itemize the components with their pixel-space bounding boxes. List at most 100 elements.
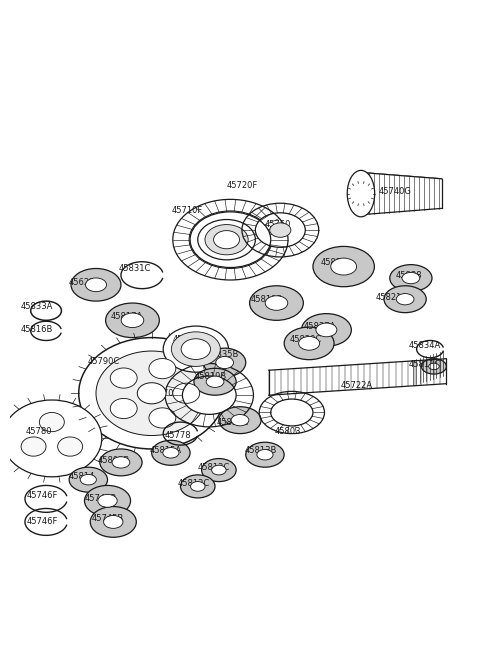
Ellipse shape bbox=[190, 212, 271, 268]
Text: 45811C: 45811C bbox=[408, 360, 441, 369]
Ellipse shape bbox=[84, 485, 131, 516]
Ellipse shape bbox=[96, 351, 207, 436]
Text: 45812C: 45812C bbox=[198, 462, 230, 472]
Text: 45833A: 45833A bbox=[20, 302, 53, 312]
Ellipse shape bbox=[100, 449, 142, 476]
Ellipse shape bbox=[257, 449, 273, 460]
Text: 45815A: 45815A bbox=[150, 446, 182, 455]
Ellipse shape bbox=[137, 382, 166, 404]
Ellipse shape bbox=[69, 467, 108, 492]
Text: 45835B: 45835B bbox=[206, 350, 239, 359]
Ellipse shape bbox=[181, 338, 211, 359]
Ellipse shape bbox=[270, 223, 291, 237]
Ellipse shape bbox=[171, 332, 220, 367]
Text: 45622E: 45622E bbox=[69, 278, 100, 287]
Text: 45821A: 45821A bbox=[376, 293, 408, 302]
Ellipse shape bbox=[301, 314, 351, 346]
Ellipse shape bbox=[104, 516, 123, 528]
Ellipse shape bbox=[79, 338, 225, 449]
Text: 45740G: 45740G bbox=[379, 187, 412, 196]
Text: 45746F: 45746F bbox=[26, 518, 58, 526]
Text: 45720F: 45720F bbox=[226, 182, 258, 190]
Ellipse shape bbox=[390, 264, 432, 291]
Ellipse shape bbox=[90, 506, 136, 537]
Text: 45710F: 45710F bbox=[171, 207, 203, 215]
Text: 45817A: 45817A bbox=[110, 312, 143, 321]
Ellipse shape bbox=[206, 376, 224, 388]
Ellipse shape bbox=[163, 447, 179, 458]
Text: 45780: 45780 bbox=[25, 427, 52, 436]
Ellipse shape bbox=[205, 224, 248, 255]
Text: 45812C: 45812C bbox=[178, 479, 210, 488]
Text: 45770: 45770 bbox=[148, 389, 175, 398]
Ellipse shape bbox=[299, 337, 320, 350]
Text: 45778: 45778 bbox=[164, 431, 191, 440]
Text: 45819B: 45819B bbox=[195, 371, 228, 380]
Ellipse shape bbox=[396, 293, 414, 305]
Text: 45836: 45836 bbox=[321, 258, 348, 267]
Ellipse shape bbox=[202, 459, 236, 482]
Ellipse shape bbox=[212, 465, 226, 475]
Text: 45803: 45803 bbox=[275, 427, 301, 436]
Text: 45814: 45814 bbox=[69, 472, 95, 482]
Ellipse shape bbox=[421, 359, 446, 374]
Ellipse shape bbox=[106, 303, 159, 338]
Text: 45722A: 45722A bbox=[341, 381, 373, 390]
Ellipse shape bbox=[80, 474, 96, 485]
Ellipse shape bbox=[110, 368, 137, 388]
Text: 45831C: 45831C bbox=[118, 264, 151, 273]
Ellipse shape bbox=[214, 231, 240, 249]
Ellipse shape bbox=[402, 272, 420, 284]
Text: 45838: 45838 bbox=[396, 271, 422, 279]
Ellipse shape bbox=[216, 356, 233, 369]
Ellipse shape bbox=[2, 400, 102, 477]
Ellipse shape bbox=[316, 323, 337, 337]
Ellipse shape bbox=[347, 171, 375, 217]
Text: 45745B: 45745B bbox=[84, 495, 117, 503]
Text: 45746F: 45746F bbox=[26, 491, 58, 501]
Ellipse shape bbox=[331, 258, 357, 275]
Ellipse shape bbox=[85, 278, 107, 292]
Ellipse shape bbox=[21, 437, 46, 456]
Ellipse shape bbox=[152, 440, 190, 465]
Text: 45813B: 45813B bbox=[245, 446, 277, 455]
Ellipse shape bbox=[163, 326, 228, 372]
Ellipse shape bbox=[121, 313, 144, 327]
Text: 45834A: 45834A bbox=[408, 340, 441, 350]
Ellipse shape bbox=[204, 348, 246, 377]
Polygon shape bbox=[269, 359, 446, 395]
Text: 45820C: 45820C bbox=[289, 335, 322, 344]
Ellipse shape bbox=[98, 495, 117, 507]
Ellipse shape bbox=[198, 220, 255, 260]
Text: 45750: 45750 bbox=[264, 220, 290, 229]
Ellipse shape bbox=[313, 247, 374, 287]
Ellipse shape bbox=[271, 399, 313, 426]
Text: 45819B: 45819B bbox=[251, 295, 283, 304]
Ellipse shape bbox=[180, 475, 215, 498]
Text: 45818F: 45818F bbox=[172, 335, 204, 344]
Ellipse shape bbox=[219, 407, 261, 434]
Ellipse shape bbox=[149, 359, 176, 379]
Ellipse shape bbox=[255, 213, 305, 247]
Ellipse shape bbox=[182, 376, 236, 415]
Text: 45745B: 45745B bbox=[91, 514, 124, 523]
Ellipse shape bbox=[284, 327, 334, 359]
Ellipse shape bbox=[149, 408, 176, 428]
Ellipse shape bbox=[173, 383, 200, 403]
Ellipse shape bbox=[384, 286, 426, 313]
Ellipse shape bbox=[265, 296, 288, 310]
Ellipse shape bbox=[58, 437, 83, 456]
Ellipse shape bbox=[246, 442, 284, 467]
Text: 45816B: 45816B bbox=[20, 325, 53, 335]
Ellipse shape bbox=[250, 286, 303, 320]
Text: 45802B: 45802B bbox=[97, 456, 130, 465]
Ellipse shape bbox=[231, 415, 249, 426]
Text: 45790C: 45790C bbox=[87, 357, 120, 366]
Ellipse shape bbox=[71, 268, 121, 301]
Ellipse shape bbox=[39, 413, 64, 432]
Ellipse shape bbox=[191, 482, 205, 491]
Ellipse shape bbox=[112, 457, 130, 468]
Text: 45832C: 45832C bbox=[216, 418, 249, 426]
Ellipse shape bbox=[194, 368, 236, 395]
Text: 45837A: 45837A bbox=[303, 321, 336, 331]
